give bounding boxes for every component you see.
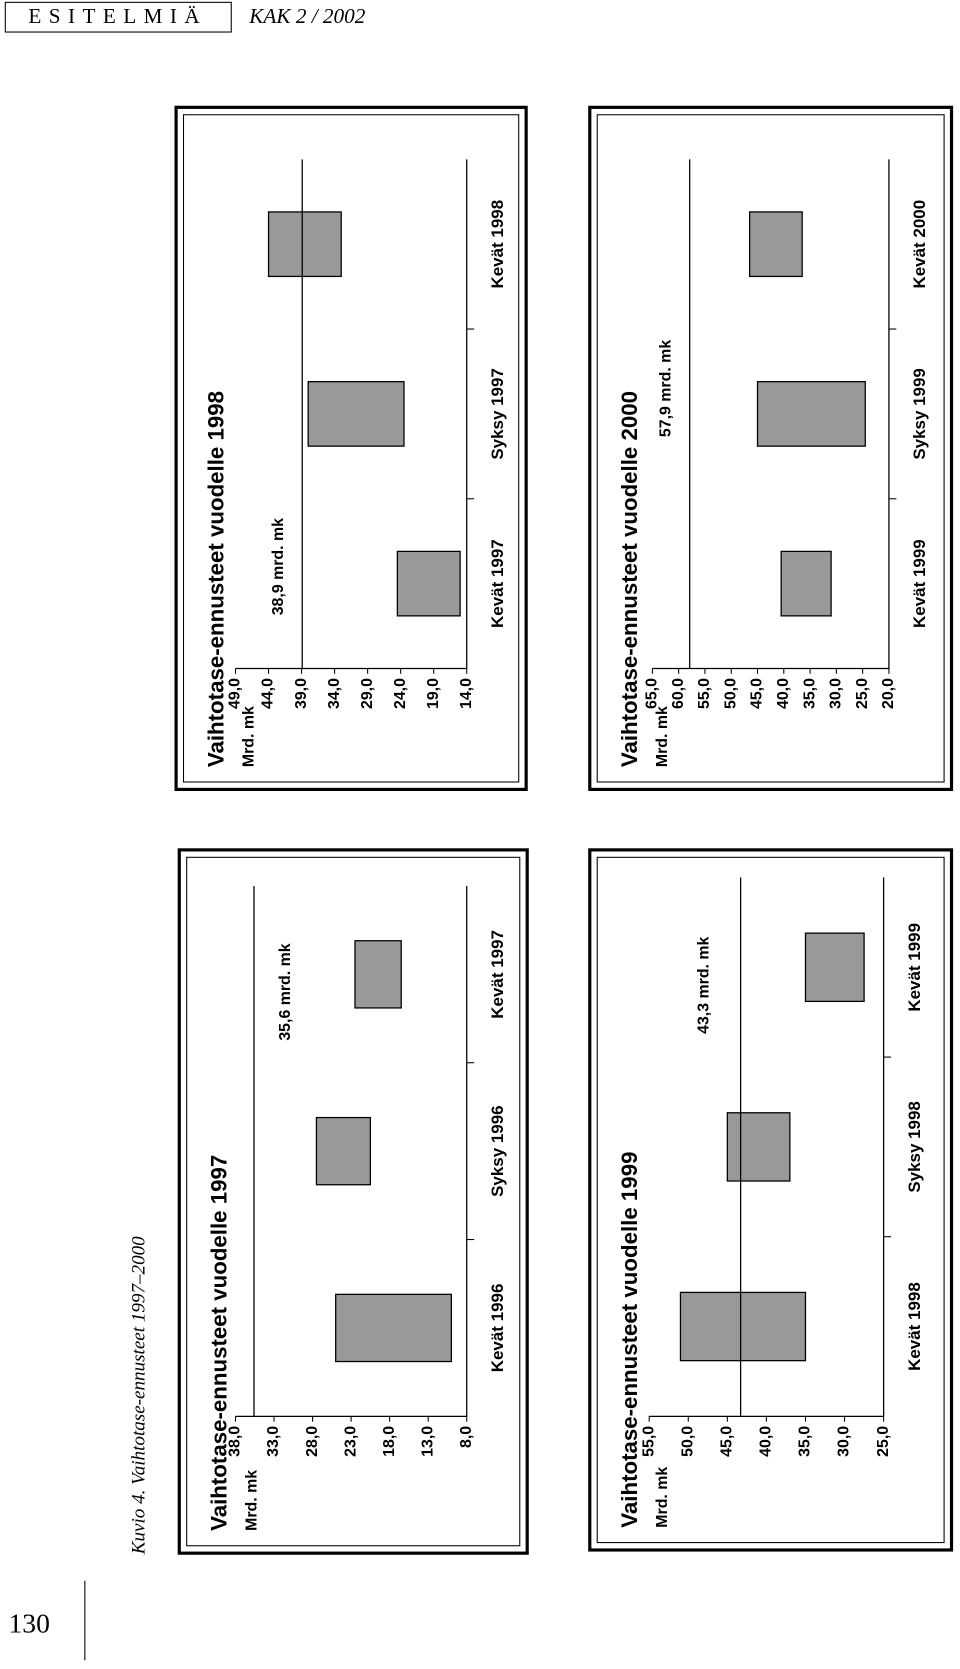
y-tick-label: 25,0 (875, 1426, 892, 1457)
x-tick-label: Syksy 1998 (905, 1101, 924, 1193)
chart: Vaihtotase-ennusteet vuodelle 1997 Mrd. m… (177, 848, 529, 1555)
range-bar (748, 211, 803, 278)
chart-frame-outer (588, 848, 954, 1552)
reference-label: 43,3 mrd. mk (696, 936, 713, 1033)
range-bar (335, 1293, 452, 1363)
x-tick-label: Syksy 1999 (910, 368, 929, 460)
chart: Vaihtotase-ennusteet vuodelle 1998 Mrd. m… (174, 105, 528, 792)
x-tick-label: Kevät 1999 (905, 923, 924, 1012)
reference-label: 57,9 mrd. mk (658, 340, 675, 437)
x-tick-label: Kevät 1999 (910, 539, 929, 628)
chart: Vaihtotase-ennusteet vuodelle 2000 Mrd. m… (588, 105, 954, 792)
y-tick-label: 20,0 (880, 678, 897, 709)
chart-frame-inner (596, 114, 945, 783)
chart-frame-inner (182, 114, 520, 783)
y-tick-label: 30,0 (836, 1426, 853, 1457)
y-tick-label: 33,0 (265, 1426, 282, 1457)
y-axis-label: Mrd. mk (654, 706, 671, 767)
range-bar (756, 381, 866, 447)
y-tick-label: 8,0 (458, 1426, 475, 1448)
chart-frame-outer (177, 848, 529, 1555)
y-tick-label: 34,0 (326, 678, 343, 709)
y-tick-label: 30,0 (828, 678, 845, 709)
chart-title: Vaihtotase-ennusteet vuodelle 2000 (617, 391, 642, 767)
figure-caption: Kuvio 4. Vaihtotase-ennusteet 1997–2000 (128, 1236, 149, 1555)
section-title: ESITELMIÄ (28, 4, 207, 28)
chart-title: Vaihtotase-ennusteet vuodelle 1999 (617, 1152, 642, 1528)
reference-label: 35,6 mrd. mk (277, 943, 294, 1040)
y-tick-label: 25,0 (854, 678, 871, 709)
y-tick-label: 29,0 (359, 678, 376, 709)
range-bar (396, 550, 461, 617)
x-tick-label: Syksy 1996 (488, 1105, 507, 1197)
range-bar (679, 1291, 807, 1362)
y-tick-label: 24,0 (392, 678, 409, 709)
range-bar (354, 940, 402, 1009)
y-tick-label: 40,0 (775, 678, 792, 709)
y-tick-label: 50,0 (722, 678, 739, 709)
y-tick-label: 35,0 (801, 678, 818, 709)
chart-frame-inner (596, 856, 945, 1544)
range-bar (267, 211, 342, 278)
x-tick-label: Kevät 1996 (488, 1284, 507, 1373)
y-tick-label: 38,0 (227, 1426, 244, 1457)
y-tick-label: 23,0 (342, 1426, 359, 1457)
page-number: 130 (8, 1608, 49, 1639)
y-tick-label: 45,0 (719, 1426, 736, 1457)
y-tick-label: 45,0 (749, 678, 766, 709)
journal: KAK 2 / 2002 (248, 4, 365, 28)
y-tick-label: 13,0 (419, 1426, 436, 1457)
y-tick-label: 55,0 (696, 678, 713, 709)
range-bar (307, 381, 405, 447)
chart-frame-outer (174, 105, 528, 792)
chart-title: Vaihtotase-ennusteet vuodelle 1997 (207, 1155, 232, 1531)
y-tick-label: 60,0 (670, 678, 687, 709)
y-tick-label: 19,0 (425, 678, 442, 709)
y-tick-label: 28,0 (304, 1426, 321, 1457)
x-tick-label: Kevät 1998 (488, 200, 507, 289)
chart-frame-inner (186, 856, 521, 1547)
x-tick-label: Kevät 1997 (488, 539, 507, 628)
chart-title: Vaihtotase-ennusteet vuodelle 1998 (203, 391, 228, 767)
chart: Vaihtotase-ennusteet vuodelle 1999 Mrd. m… (588, 848, 954, 1552)
x-tick-label: Kevät 1997 (488, 930, 507, 1019)
x-tick-label: Kevät 2000 (910, 200, 929, 289)
range-bar (780, 550, 832, 617)
range-bar (804, 932, 865, 1003)
y-tick-label: 49,0 (227, 678, 244, 709)
y-tick-label: 14,0 (458, 678, 475, 709)
chart-frame-outer (588, 105, 954, 792)
y-axis-label: Mrd. mk (244, 1470, 261, 1531)
x-tick-label: Syksy 1997 (488, 368, 507, 460)
y-axis-label: Mrd. mk (654, 1467, 671, 1528)
x-tick-label: Kevät 1998 (905, 1282, 924, 1371)
reference-label: 38,9 mrd. mk (270, 518, 287, 615)
y-tick-label: 65,0 (644, 678, 661, 709)
y-tick-label: 18,0 (381, 1426, 398, 1457)
range-bar (315, 1116, 372, 1186)
y-tick-label: 44,0 (260, 678, 277, 709)
y-axis-label: Mrd. mk (240, 706, 257, 767)
y-tick-label: 55,0 (640, 1426, 657, 1457)
y-tick-label: 40,0 (758, 1426, 775, 1457)
y-tick-label: 39,0 (293, 678, 310, 709)
y-tick-label: 35,0 (797, 1426, 814, 1457)
y-tick-label: 50,0 (679, 1426, 696, 1457)
range-bar (726, 1112, 791, 1182)
section-box (4, 1, 232, 33)
